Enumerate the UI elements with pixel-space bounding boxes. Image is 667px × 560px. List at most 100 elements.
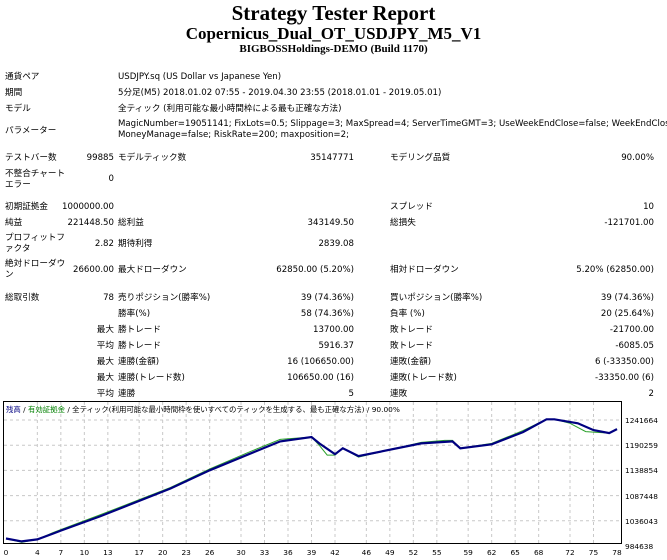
x-tick-label: 42 (330, 548, 340, 557)
max-consec-losses-amount-value: 6 (-33350.00) (594, 357, 654, 367)
win-rate-label: 勝率(%) (118, 309, 151, 319)
largest-loss-value: -21700.00 (609, 325, 654, 335)
x-tick-label: 39 (306, 548, 317, 557)
total-trades-value: 78 (103, 293, 114, 303)
max-consec-wins-count-value: 106650.00 (16) (287, 373, 354, 383)
y-tick-label: 1138854 (625, 466, 658, 476)
mismatch-value: 0 (108, 174, 114, 184)
largest-loss-label: 敗トレード (390, 325, 433, 335)
ticks-value: 35147771 (310, 153, 354, 163)
gross-profit-label: 総利益 (118, 218, 144, 228)
legend-quality: 90.00% (371, 405, 400, 414)
x-tick-label: 75 (588, 548, 599, 557)
abs-drawdown-value: 26600.00 (72, 265, 114, 275)
ticks-label: モデルティック数 (118, 153, 187, 163)
chart-grid (4, 402, 621, 543)
symbol-value: USDJPY.sq (US Dollar vs Japanese Yen) (118, 72, 282, 82)
max-consec-wins-count-label: 連勝(トレード数) (118, 373, 185, 383)
bars-label: テストバー数 (5, 153, 57, 163)
x-tick-label: 46 (361, 548, 372, 557)
y-tick-label: 984638 (625, 542, 654, 551)
avg-consec-losses-label: 連敗 (390, 389, 408, 399)
net-profit-label: 純益 (5, 218, 23, 228)
mismatch-label: 不整合チャートエラー (5, 169, 66, 190)
x-tick-label: 59 (463, 548, 473, 557)
loss-rate-label: 負率 (%) (390, 309, 425, 319)
gross-loss-value: -121701.00 (604, 218, 654, 228)
max-drawdown-value: 62850.00 (5.20%) (276, 265, 354, 275)
max-consec-losses-count-value: -33350.00 (6) (594, 373, 654, 383)
loss-rate-value: 20 (25.64%) (600, 309, 654, 319)
largest-win-value: 13700.00 (312, 325, 354, 335)
max-consec-wins-amount-value: 16 (106650.00) (287, 357, 354, 367)
x-tick-label: 72 (565, 548, 575, 557)
largest-win-label: 勝トレード (118, 325, 161, 335)
total-trades-label: 総取引数 (5, 293, 40, 303)
profit-factor-value: 2.82 (94, 239, 114, 249)
y-tick-label: 1241664 (625, 416, 658, 425)
params-label: パラメーター (5, 126, 57, 136)
legend-separator: / (64, 405, 73, 414)
max-consec-wins-amount-label: 連勝(金額) (118, 357, 160, 367)
y-tick-label: 1190259 (625, 441, 658, 451)
bars-value: 99885 (86, 153, 114, 163)
balance-line (5, 418, 618, 543)
ea-name: Copernicus_Dual_OT_USDJPY_M5_V1 (185, 24, 482, 43)
max-consec-losses-amount-label: 連敗(金額) (390, 357, 432, 367)
row-prefix: 最大 (96, 357, 114, 367)
short-positions-value: 39 (74.36%) (300, 293, 354, 303)
x-tick-label: 26 (204, 548, 215, 557)
max-drawdown-label: 最大ドローダウン (118, 265, 187, 275)
expected-payoff-value: 2839.08 (318, 239, 354, 249)
row-prefix: 最大 (96, 373, 114, 383)
legend-balance: 残高 (6, 405, 21, 414)
x-tick-label: 49 (385, 548, 395, 557)
quality-value: 90.00% (621, 153, 654, 163)
deposit-value: 1000000.00 (62, 202, 114, 212)
win-rate-value: 58 (74.36%) (300, 309, 354, 319)
average-win-value: 5916.37 (318, 341, 354, 351)
row-prefix: 平均 (96, 341, 114, 351)
spread-value: 10 (643, 202, 654, 212)
legend-separator: / (364, 405, 372, 414)
avg-consec-wins-value: 5 (348, 389, 354, 399)
model-value: 全ティック (利用可能な最小時間枠による最も正確な方法) (118, 104, 342, 114)
profit-factor-label: プロフィットファクタ (5, 233, 65, 254)
x-tick-label: 65 (510, 548, 520, 557)
x-tick-label: 55 (432, 548, 442, 557)
abs-drawdown-label: 絶対ドローダウン (5, 259, 66, 280)
legend-separator: / (20, 405, 28, 414)
long-positions-label: 買いポジション(勝率%) (390, 293, 483, 303)
rel-drawdown-value: 5.20% (62850.00) (576, 265, 654, 275)
x-tick-label: 10 (79, 548, 90, 557)
avg-consec-losses-value: 2 (648, 389, 654, 399)
x-tick-label: 20 (157, 548, 168, 557)
x-tick-label: 33 (259, 548, 270, 557)
server-build: BIGBOSSHoldings-DEMO (Build 1170) (239, 43, 428, 55)
row-prefix: 最大 (96, 325, 114, 335)
max-consec-losses-count-label: 連敗(トレード数) (390, 373, 457, 383)
x-tick-label: 78 (612, 548, 622, 557)
gross-profit-value: 343149.50 (307, 218, 354, 228)
x-tick-label: 36 (283, 548, 293, 557)
symbol-label: 通貨ペア (5, 72, 40, 82)
x-tick-label: 13 (103, 548, 113, 557)
x-tick-label: 0 (3, 548, 9, 557)
x-tick-label: 52 (408, 548, 419, 557)
params-line-1: MagicNumber=19051141; FixLots=0.5; Slipp… (118, 119, 667, 129)
long-positions-value: 39 (74.36%) (600, 293, 654, 303)
average-loss-label: 敗トレード (390, 341, 433, 351)
x-tick-label: 17 (134, 548, 144, 557)
x-tick-label: 4 (34, 548, 40, 557)
balance-chart (3, 401, 622, 544)
legend-model: 全ティック(利用可能な最小時間枠を使いすべてのティックを生成する、最も正確な方法… (72, 405, 365, 414)
net-profit-value: 221448.50 (67, 218, 114, 228)
x-tick-label: 62 (486, 548, 497, 557)
avg-consec-wins-label: 連勝 (118, 389, 136, 399)
params-line-2: MoneyManage=false; RiskRate=200; maxposi… (118, 130, 349, 140)
period-label: 期間 (5, 88, 23, 98)
rel-drawdown-label: 相対ドローダウン (390, 265, 459, 275)
y-tick-label: 1087448 (625, 491, 658, 501)
period-value: 5分足(M5) 2018.01.02 07:55 - 2019.04.30 23… (118, 88, 442, 98)
